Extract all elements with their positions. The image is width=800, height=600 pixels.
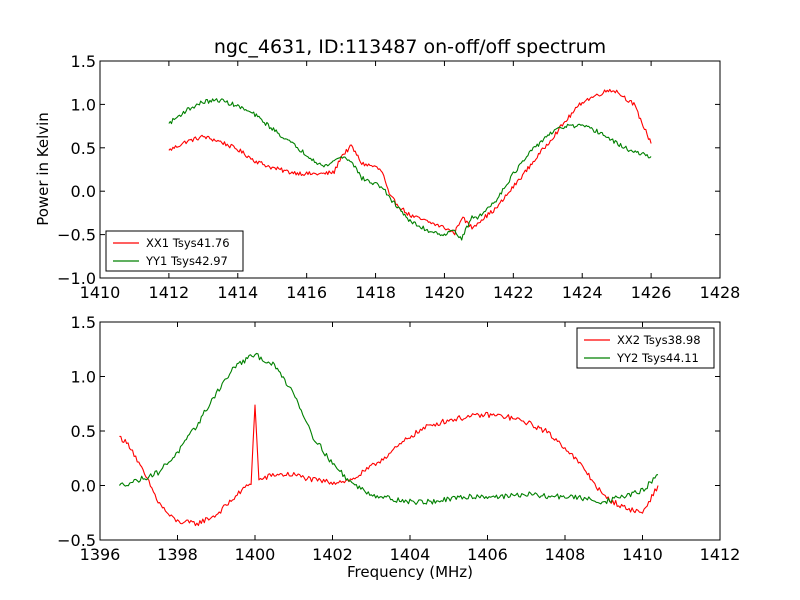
legend-box — [576, 327, 715, 369]
x-tick-label: 1410 — [80, 283, 121, 302]
plot-area — [168, 88, 652, 241]
x-tick-label: 1418 — [355, 283, 396, 302]
legend-label-yy2: YY2 Tsys44.11 — [616, 351, 699, 365]
legend: XX2 Tsys38.98 YY2 Tsys44.11 — [576, 327, 715, 369]
x-tick-label: 1406 — [467, 545, 508, 564]
x-tick-label: 1398 — [157, 545, 198, 564]
y-tick-label: 1.5 — [71, 52, 96, 71]
y-tick-label: −0.5 — [57, 226, 96, 245]
tick-group: 1396 1398 1400 1402 1404 1406 1408 1410 1412 −0.5… — [57, 313, 740, 564]
x-tick-label: 1402 — [312, 545, 353, 564]
x-tick-label: 1412 — [700, 545, 741, 564]
top-subplot: ngc_4631, ID:113487 on-off/off spectrum … — [34, 36, 740, 302]
legend-label-yy1: YY1 Tsys42.97 — [145, 254, 228, 268]
y-tick-label: 0.0 — [71, 182, 96, 201]
y-tick-label: 0.0 — [71, 477, 96, 496]
axes-frame — [99, 60, 721, 279]
x-tick-label: 1396 — [80, 545, 121, 564]
x-tick-label: 1422 — [493, 283, 534, 302]
tick-group: 1410 1412 1414 1416 1418 1420 1422 1424 1426 1428… — [57, 52, 740, 302]
legend-label-xx1: XX1 Tsys41.76 — [146, 236, 230, 250]
x-tick-label: 1408 — [545, 545, 586, 564]
x-tick-label: 1424 — [562, 283, 603, 302]
legend: XX1 Tsys41.76 YY1 Tsys42.97 — [105, 230, 244, 272]
series-line-xx2 — [119, 404, 659, 527]
legend-label-xx2: XX2 Tsys38.98 — [617, 333, 701, 347]
x-tick-label: 1420 — [424, 283, 465, 302]
y-axis-label: Power in Kelvin — [34, 112, 52, 226]
series-line-yy2 — [118, 352, 659, 505]
y-tick-label: −1.0 — [57, 269, 96, 288]
x-tick-label: 1404 — [390, 545, 431, 564]
x-tick-label: 1410 — [622, 545, 663, 564]
bottom-subplot: Frequency (MHz) 1396 1398 1400 1402 1404 1406… — [57, 313, 740, 581]
series-line-xx1 — [168, 88, 652, 236]
x-tick-label: 1412 — [149, 283, 190, 302]
x-axis-label: Frequency (MHz) — [347, 563, 473, 581]
x-tick-label: 1416 — [286, 283, 327, 302]
x-tick-label: 1428 — [700, 283, 741, 302]
y-tick-label: 0.5 — [71, 139, 96, 158]
chart-title: ngc_4631, ID:113487 on-off/off spectrum — [214, 36, 606, 58]
series-line-yy1 — [168, 98, 652, 241]
y-tick-label: 1.5 — [71, 313, 96, 332]
x-tick-label: 1426 — [631, 283, 672, 302]
x-tick-label: 1400 — [235, 545, 276, 564]
legend-box — [105, 230, 244, 272]
x-tick-label: 1414 — [217, 283, 258, 302]
plot-area — [118, 352, 659, 527]
y-tick-label: 1.0 — [71, 368, 96, 387]
y-tick-label: 0.5 — [71, 422, 96, 441]
y-tick-label: 1.0 — [71, 95, 96, 114]
y-tick-label: −0.5 — [57, 531, 96, 550]
